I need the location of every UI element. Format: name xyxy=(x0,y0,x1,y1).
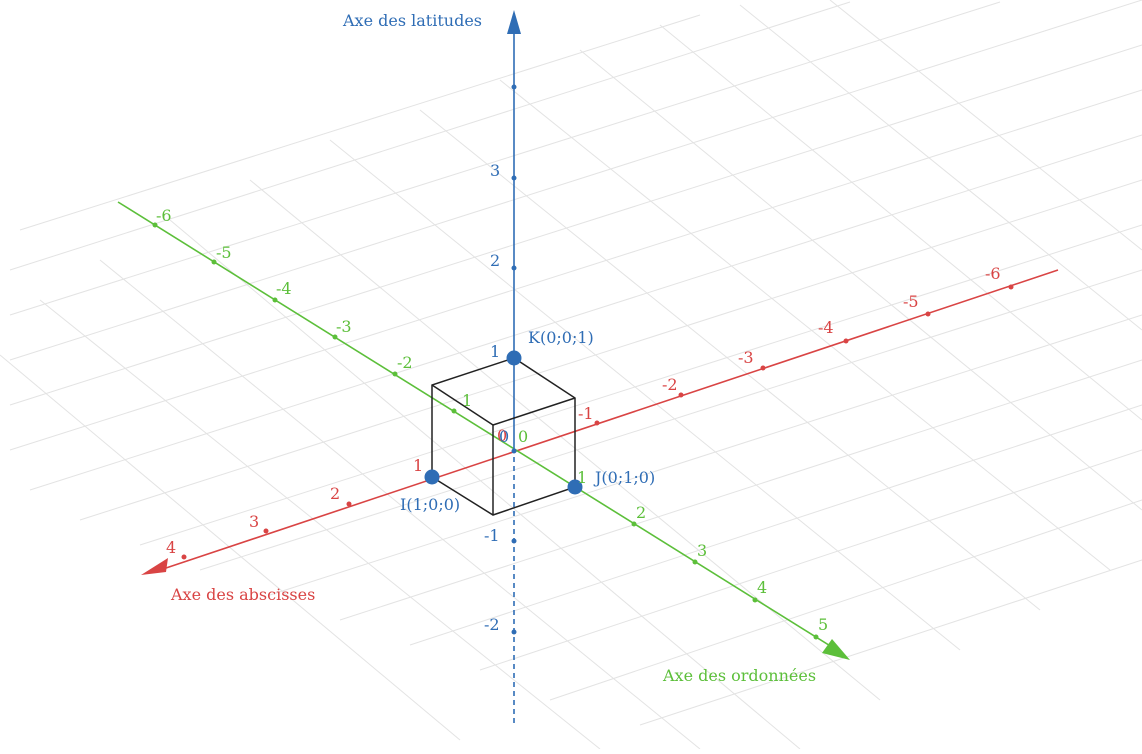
y-tick-label: -3 xyxy=(336,317,352,336)
z-tick-label: -2 xyxy=(484,615,500,634)
x-tick-label: -6 xyxy=(985,264,1001,283)
x-tick-label: 1 xyxy=(413,456,423,475)
z-axis-title: Axe des latitudes xyxy=(342,11,482,30)
z-tick-label: 3 xyxy=(490,161,500,180)
y-tick-label: -4 xyxy=(276,279,292,298)
point-j xyxy=(567,479,583,495)
x-axis xyxy=(141,269,1059,575)
z-axis-arrow-icon xyxy=(507,10,521,34)
x-tick-label: 0 xyxy=(497,426,507,445)
x-tick-label: 2 xyxy=(330,484,340,503)
x-tick-label: 3 xyxy=(249,512,259,531)
y-tick-label: 4 xyxy=(757,578,767,597)
y-axis-title: Axe des ordonnées xyxy=(662,666,816,685)
y-axis xyxy=(117,201,850,660)
point-i xyxy=(424,469,440,485)
x-axis-ticks xyxy=(181,284,1014,560)
point-j-label: J(0;1;0) xyxy=(593,468,655,487)
y-tick-label: -5 xyxy=(216,243,232,262)
point-labels: K(0;0;1) I(1;0;0) J(0;1;0) xyxy=(400,328,655,514)
y-tick-label: 1 xyxy=(462,391,472,410)
x-tick-label: -1 xyxy=(578,404,594,423)
y-axis-tick-labels: -6 -5 -4 -3 -2 1 0 1 2 3 4 5 xyxy=(156,206,828,634)
y-tick-label: -6 xyxy=(156,206,172,225)
unit-cube xyxy=(431,357,576,516)
y-tick-label: -2 xyxy=(397,353,413,372)
x-tick-label: -4 xyxy=(818,318,834,337)
x-tick-label: -2 xyxy=(662,375,678,394)
y-tick-label: 5 xyxy=(818,615,828,634)
x-tick-label: -3 xyxy=(738,348,754,367)
x-axis-arrow-icon xyxy=(141,558,168,575)
point-k xyxy=(506,350,522,366)
x-axis-title: Axe des abscisses xyxy=(170,585,315,604)
y-tick-label: 2 xyxy=(636,503,646,522)
z-axis-ticks xyxy=(511,84,517,635)
y-axis-arrow-icon xyxy=(822,639,850,660)
x-axis-tick-labels: 4 3 2 1 0 -1 -2 -3 -4 -5 -6 xyxy=(166,264,1001,557)
x-tick-label: 4 xyxy=(166,538,176,557)
z-tick-label: 2 xyxy=(490,251,500,270)
point-i-label: I(1;0;0) xyxy=(400,495,460,514)
z-axis-tick-labels: -2 -1 0 1 2 3 xyxy=(484,161,509,634)
z-axis xyxy=(507,10,521,725)
z-tick-label: 1 xyxy=(490,342,500,361)
y-tick-label: 1 xyxy=(577,468,587,487)
y-tick-label: 0 xyxy=(518,427,528,446)
z-tick-label: 0 xyxy=(499,427,509,446)
y-tick-label: 3 xyxy=(697,541,707,560)
point-k-label: K(0;0;1) xyxy=(528,328,594,347)
z-tick-label: -1 xyxy=(484,526,500,545)
x-tick-label: -5 xyxy=(903,292,919,311)
y-axis-ticks xyxy=(152,222,819,640)
